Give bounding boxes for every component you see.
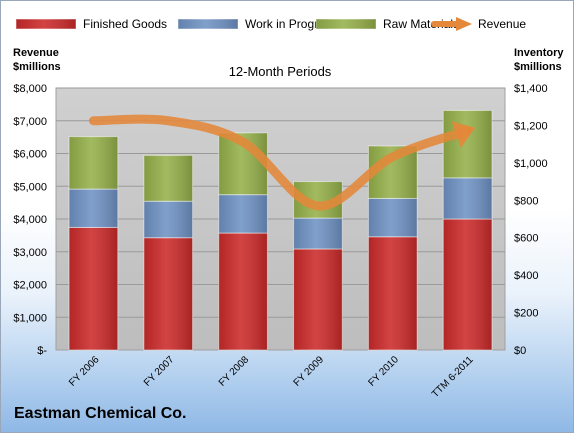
right-tick-label: $800 xyxy=(514,195,538,207)
right-tick-label: $400 xyxy=(514,270,538,282)
bar-shading xyxy=(443,219,492,350)
right-tick-label: $1,200 xyxy=(514,120,548,132)
revenue-line-path xyxy=(88,114,473,211)
company-name: Eastman Chemical Co. xyxy=(14,405,187,422)
left-axis-title-line2: $millions xyxy=(13,61,61,73)
bar-shading xyxy=(368,198,418,237)
right-tick-label: $1,400 xyxy=(514,83,548,95)
bar-shading xyxy=(143,237,193,350)
revenue-line xyxy=(88,114,476,211)
legend-arrow-swatch xyxy=(456,17,472,31)
left-tick-label: $1,000 xyxy=(13,312,47,324)
revenue-arrowhead xyxy=(451,121,476,148)
legend-swatch-shading xyxy=(178,19,238,29)
category-label: FY 2009 xyxy=(292,354,327,389)
right-axis: $0 $200 $400 $600 $800 $1,000 $1,200 $1,400 xyxy=(514,83,548,357)
right-tick-label: $1,000 xyxy=(514,158,548,170)
legend: Finished Goods Work in Progress Raw Materi… xyxy=(15,17,526,31)
legend-label: Finished Goods xyxy=(83,17,167,31)
category-label: FY 2006 xyxy=(67,354,102,389)
right-tick-label: $600 xyxy=(514,233,538,245)
bar-shading xyxy=(443,110,492,178)
bar-shading xyxy=(293,248,343,350)
category-label: FY 2007 xyxy=(142,354,177,389)
left-axis: $- $1,000 $2,000 $3,000 $4,000 $5,000 $6,000 $7… xyxy=(13,83,47,357)
bar-shading xyxy=(218,194,268,234)
right-tick-label: $0 xyxy=(514,345,526,357)
bar-shading xyxy=(69,189,118,228)
chart-subtitle: 12-Month Periods xyxy=(229,64,332,79)
bar-shading xyxy=(443,177,492,219)
legend-label: Raw Materials xyxy=(383,17,459,31)
left-axis-title-line1: Revenue xyxy=(13,47,59,59)
left-tick-label: $5,000 xyxy=(13,181,47,193)
legend-label: Revenue xyxy=(478,17,526,31)
legend-swatch-shading xyxy=(16,19,76,29)
left-tick-label: $6,000 xyxy=(13,149,47,161)
left-tick-label: $8,000 xyxy=(13,83,47,95)
bar-shading xyxy=(69,136,118,190)
category-label: FY 2008 xyxy=(217,354,252,389)
left-tick-label: $7,000 xyxy=(13,116,47,128)
category-label: FY 2010 xyxy=(366,354,401,389)
category-axis: FY 2006 FY 2007 FY 2008 FY 2009 FY 2010 TTM 6… xyxy=(67,354,476,400)
bar-series xyxy=(68,109,493,351)
left-tick-label: $- xyxy=(37,345,47,357)
left-tick-label: $3,000 xyxy=(13,247,47,259)
bar-shading xyxy=(368,236,418,350)
bar-shading xyxy=(143,155,193,202)
category-label: TTM 6-2011 xyxy=(430,354,476,400)
right-axis-title-line2: $millions xyxy=(514,61,562,73)
right-axis-title-line1: Inventory xyxy=(514,47,564,59)
gridlines xyxy=(56,87,505,318)
left-tick-label: $4,000 xyxy=(13,214,47,226)
legend-label: Work in Progress xyxy=(245,17,337,31)
bar-shading xyxy=(143,201,193,238)
left-tick-label: $2,000 xyxy=(13,280,47,292)
bar-shading xyxy=(293,218,343,249)
legend-swatch-shading xyxy=(316,19,376,29)
right-tick-label: $200 xyxy=(514,308,538,320)
bar-shading xyxy=(218,233,268,350)
bar-shading xyxy=(69,227,118,350)
